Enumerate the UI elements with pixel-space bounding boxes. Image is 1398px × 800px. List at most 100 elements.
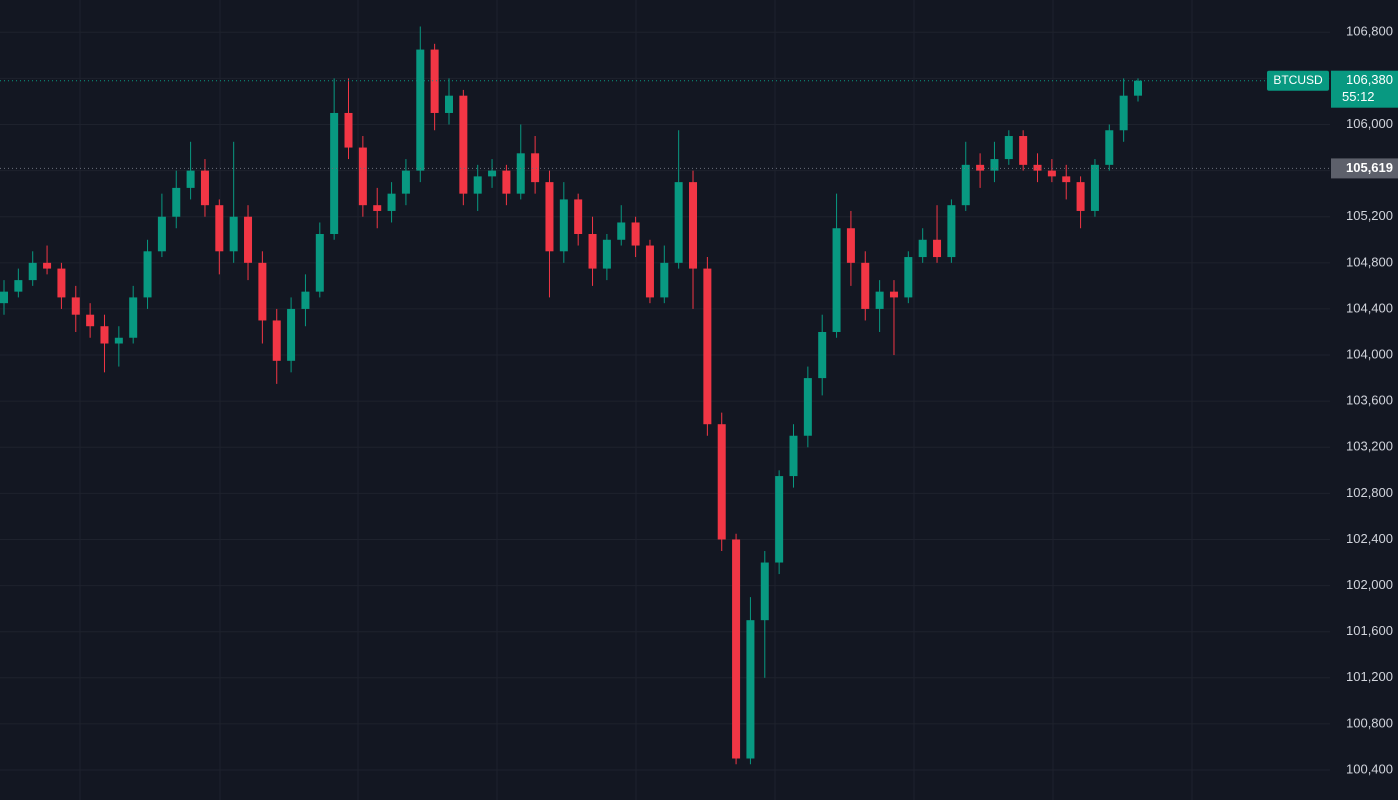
y-tick-label: 102,800 [1346, 485, 1393, 500]
candle-body [14, 280, 23, 292]
candle-body [287, 308, 296, 361]
candle-body [430, 49, 439, 113]
candle-body [502, 170, 511, 194]
candle-body [229, 216, 238, 252]
candle-body [803, 378, 812, 436]
candle-body [373, 205, 382, 211]
y-tick-label: 106,800 [1346, 24, 1393, 39]
candle-body [933, 239, 942, 258]
y-tick-label: 100,400 [1346, 761, 1393, 776]
candle-body [143, 251, 152, 298]
candle-body [990, 159, 999, 171]
candle-body [401, 170, 410, 194]
candle-body [832, 228, 841, 332]
y-tick-label: 102,000 [1346, 577, 1393, 592]
candle-body [574, 199, 583, 235]
candle-body [904, 257, 913, 298]
candle-body [315, 234, 324, 292]
candle-body [1134, 80, 1142, 96]
candle-body [660, 262, 669, 298]
candle-body [459, 95, 468, 194]
candle-body [157, 216, 166, 252]
vertical-grid [79, 0, 1193, 800]
candle-body [846, 228, 855, 263]
candle-body [1105, 130, 1114, 165]
candle-body [789, 435, 798, 477]
candle-body [588, 234, 597, 269]
candle-body [732, 539, 741, 759]
candle-body [746, 620, 755, 759]
candle-body [674, 182, 683, 263]
candle-body [602, 239, 611, 269]
candle-body [818, 331, 827, 379]
candle-body [387, 193, 396, 211]
y-tick-label: 105,200 [1346, 208, 1393, 223]
candle-body [129, 297, 138, 338]
candle-body [947, 205, 956, 258]
candle-body [631, 222, 640, 246]
candle-body [1004, 136, 1013, 160]
candle-body [114, 337, 123, 344]
candle-body [1019, 136, 1028, 165]
candle-body [1062, 176, 1071, 183]
candle-body [531, 153, 540, 183]
candle-body [703, 268, 712, 425]
candle-body [645, 245, 654, 298]
candle-body [100, 326, 109, 344]
price-label: 105,619 [1346, 160, 1393, 175]
y-tick-label: 104,000 [1346, 346, 1393, 361]
candle-body [875, 291, 884, 309]
candle-body [889, 291, 898, 298]
candle-body [1119, 95, 1128, 131]
candle-body [760, 562, 769, 621]
y-tick-label: 100,800 [1346, 715, 1393, 730]
candle-body [86, 314, 95, 327]
candle-body [775, 476, 784, 563]
candle-body [200, 170, 209, 206]
candle-body [258, 262, 267, 321]
candle-body [689, 182, 698, 269]
symbol-tag: BTCUSD [1273, 73, 1323, 87]
candle-body [545, 182, 554, 252]
candle-body [473, 176, 482, 194]
candle-body [1076, 182, 1085, 211]
symbol-tag-bg [1267, 70, 1329, 91]
candle-body [918, 239, 927, 258]
candle-body [861, 262, 870, 309]
candle-body [0, 291, 8, 304]
candle-body [43, 262, 52, 269]
candle-body [1090, 164, 1099, 211]
y-tick-label: 101,200 [1346, 669, 1393, 684]
y-tick-label: 104,800 [1346, 254, 1393, 269]
candle-body [617, 222, 626, 240]
candle-body [444, 95, 453, 113]
candle-body [1033, 164, 1042, 171]
candle-body [1047, 170, 1056, 177]
y-tick-label: 106,000 [1346, 116, 1393, 131]
y-tick-label: 103,600 [1346, 393, 1393, 408]
candle-body [71, 297, 80, 315]
candle-body [416, 49, 425, 171]
candle-body [28, 262, 37, 281]
candle-body [172, 187, 181, 217]
candle-body [272, 320, 281, 361]
candle-body [244, 216, 253, 263]
last-price-bg [1331, 70, 1398, 108]
candle-body [344, 112, 353, 148]
candle-body [559, 199, 568, 252]
candle-body [516, 153, 525, 194]
candle-body [717, 424, 726, 540]
countdown: 55:12 [1342, 89, 1375, 104]
y-tick-label: 104,400 [1346, 300, 1393, 315]
candle-body [57, 268, 66, 298]
y-tick-label: 103,200 [1346, 439, 1393, 454]
candle-body [215, 205, 224, 252]
candle-body [330, 112, 339, 235]
y-tick-label: 102,400 [1346, 531, 1393, 546]
candle-body [961, 164, 970, 206]
candle-body [488, 170, 497, 177]
candle-body [186, 170, 195, 188]
candle-body [976, 164, 985, 171]
